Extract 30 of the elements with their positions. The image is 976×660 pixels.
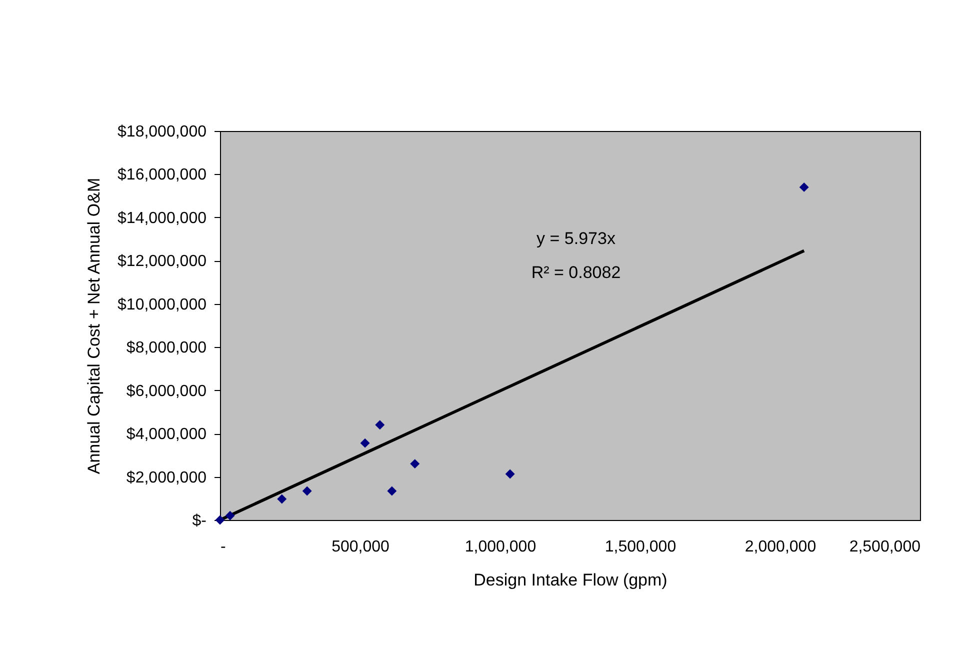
point [225, 510, 235, 520]
y-tick-label: $4,000,000 [126, 426, 207, 444]
x-tick-label: 500,000 [332, 538, 390, 556]
annotation: R² = 0.8082 [531, 263, 621, 282]
y-tick-label: $14,000,000 [118, 210, 207, 227]
point [215, 515, 225, 525]
x-tick-label: 1,000,000 [464, 538, 536, 556]
x-tick-label: 2,500,000 [849, 538, 921, 556]
y-tick-label: $- [192, 512, 206, 530]
x-tick-label: 1,500,000 [604, 538, 676, 556]
y-tick-label: $8,000,000 [126, 340, 207, 357]
y-tick-label: $18,000,000 [118, 124, 207, 140]
point [277, 494, 287, 504]
x-tick-label: 2,000,000 [744, 538, 816, 556]
x-tick-label: - [220, 538, 226, 556]
annotation: y = 5.973x [536, 229, 616, 248]
point [799, 182, 809, 192]
y-tick-label: $12,000,000 [118, 253, 207, 270]
y-tick-label: $10,000,000 [118, 296, 207, 314]
y-tick-label: $16,000,000 [118, 166, 207, 184]
point [302, 486, 312, 496]
point [360, 438, 370, 448]
y-axis-title: Annual Capital Cost + Net Annual O&M [84, 178, 104, 474]
y-tick-label: $2,000,000 [126, 469, 207, 486]
x-axis-title: Design Intake Flow (gpm) [474, 570, 668, 590]
point [387, 486, 397, 496]
point [505, 469, 515, 479]
point [410, 459, 420, 469]
y-tick-label: $6,000,000 [126, 382, 207, 400]
point [375, 420, 385, 430]
